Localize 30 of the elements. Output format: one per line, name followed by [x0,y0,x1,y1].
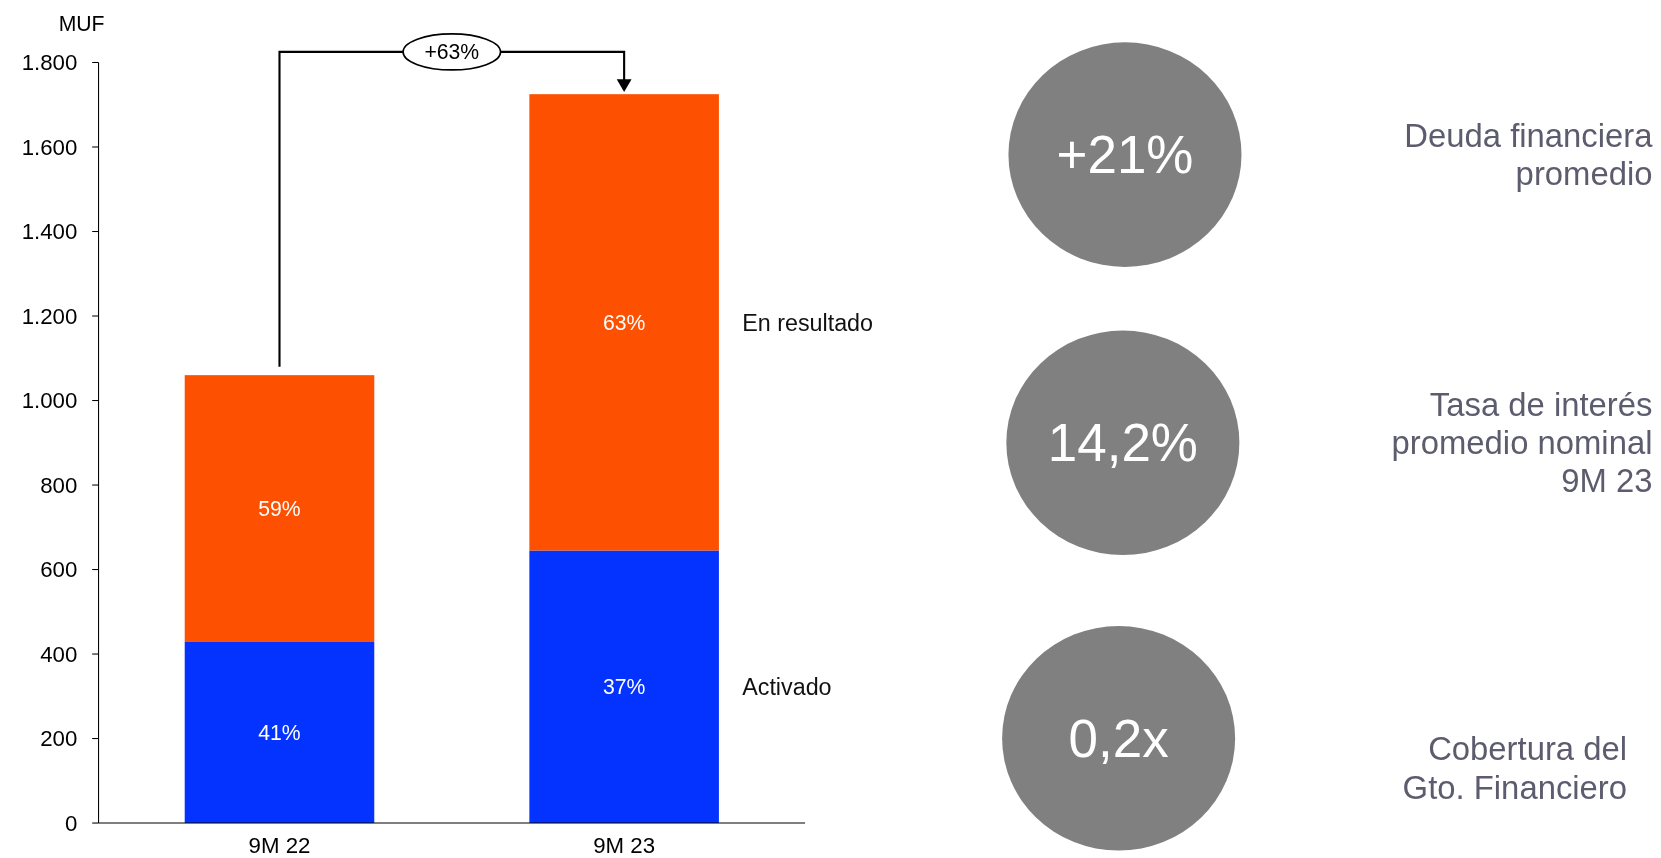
bar [184,375,375,642]
x-tick-label: 9M 22 [248,832,311,858]
bar [184,641,375,824]
annotation: +63% [424,40,480,64]
y-tick-label: 1.600 [21,134,78,160]
y-tick-label: 1.200 [21,303,78,329]
series-label: En resultado [742,309,874,336]
text: 14,2% [1047,413,1198,473]
x-tick-label: 9M 23 [593,832,656,858]
text: Cobertura del Gto. Financiero [1402,730,1628,806]
y-tick-label: 1.400 [21,219,78,245]
annotation: 63% [602,310,646,334]
text: Tasa de interés promedio nominal 9M 23 [1391,386,1653,500]
y-tick-label: 1.800 [21,50,78,76]
annotation: 41% [258,720,301,744]
bar [529,550,719,824]
bar [529,94,719,551]
text: +21% [1056,125,1194,185]
y-tick-label: 400 [40,641,78,667]
y-tick-label: 600 [40,557,78,583]
y-tick-label: 1.000 [21,388,78,414]
y-tick-label: 0 [64,810,78,836]
annotation: 37% [602,675,646,699]
y-tick-label: 200 [40,726,78,752]
y-tick-label: 800 [40,472,78,498]
series-label: Activado [742,673,832,700]
y-axis-title: MUF [58,11,105,35]
text: 0,2x [1068,708,1169,768]
text: Deuda financiera promedio [1404,117,1654,193]
annotation: 59% [258,496,301,520]
